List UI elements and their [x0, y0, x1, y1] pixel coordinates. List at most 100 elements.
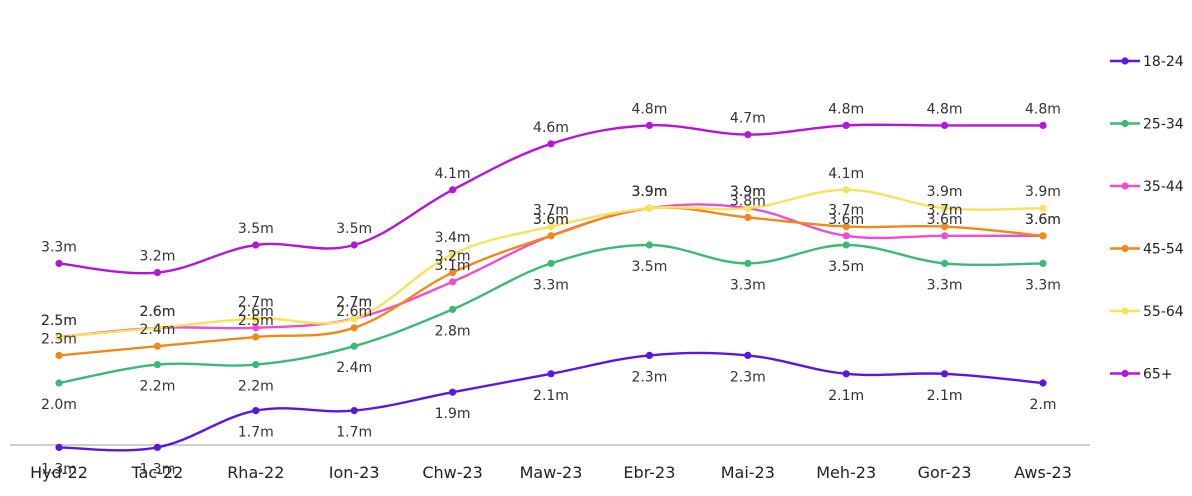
data-label: 2.3m	[631, 369, 667, 385]
data-point	[350, 315, 358, 323]
data-point	[252, 241, 260, 249]
data-point	[842, 232, 850, 240]
data-point	[842, 370, 850, 378]
data-label: 2.6m	[139, 304, 175, 320]
data-label: 4.6m	[533, 120, 569, 136]
data-label: 3.6m	[533, 212, 569, 228]
x-tick-label: Chw-23	[422, 463, 483, 482]
data-point	[1039, 259, 1047, 267]
data-point	[744, 259, 752, 267]
x-tick-label: Hyd-22	[30, 463, 88, 482]
data-label: 3.9m	[927, 184, 963, 200]
data-label: 2.4m	[139, 322, 175, 338]
x-tick-label: Gor-23	[918, 463, 972, 482]
data-point	[941, 204, 949, 212]
legend-label: 18-24	[1143, 54, 1184, 70]
data-label: 2.7m	[238, 295, 274, 311]
data-label: 3.3m	[41, 239, 77, 255]
data-label: 3.6m	[533, 212, 569, 228]
data-label: 2.m	[1030, 397, 1057, 413]
data-point	[252, 324, 260, 332]
data-point	[153, 324, 161, 332]
data-point	[153, 269, 161, 277]
data-point	[547, 259, 555, 267]
data-point	[153, 342, 161, 350]
data-label: 2.1m	[927, 388, 963, 404]
data-label: 3.4m	[435, 230, 471, 246]
data-label: 2.6m	[238, 304, 274, 320]
data-point	[547, 370, 555, 378]
data-label: 2.3m	[730, 369, 766, 385]
data-point	[744, 351, 752, 359]
data-label: 3.2m	[435, 249, 471, 265]
data-point	[153, 443, 161, 451]
data-label: 3.7m	[533, 203, 569, 219]
data-label: 3.9m	[631, 184, 667, 200]
data-label: 1.9m	[435, 406, 471, 422]
data-point	[55, 333, 63, 341]
data-point	[941, 370, 949, 378]
data-label: 3.9m	[730, 184, 766, 200]
data-label: 3.7m	[927, 203, 963, 219]
data-label: 3.3m	[730, 277, 766, 293]
x-tick-label: Rha-22	[227, 463, 284, 482]
data-label: 2.7m	[336, 295, 372, 311]
data-point	[547, 140, 555, 148]
data-label: 3.6m	[1025, 212, 1061, 228]
legend-swatch-marker	[1121, 182, 1129, 190]
data-label: 1.7m	[336, 425, 372, 441]
data-point	[645, 351, 654, 359]
data-label: 3.6m	[927, 212, 963, 228]
data-point	[55, 443, 63, 451]
data-label: 2.6m	[336, 304, 372, 320]
data-label: 2.8m	[435, 323, 471, 339]
series-layer	[55, 121, 1047, 452]
data-label: 3.3m	[533, 277, 569, 293]
data-point	[153, 361, 161, 369]
data-point	[55, 259, 63, 267]
data-point	[1039, 204, 1047, 212]
data-label: 4.8m	[828, 101, 864, 117]
data-label: 3.5m	[631, 259, 667, 275]
data-label: 3.7m	[828, 203, 864, 219]
legend-label: 55-64	[1143, 304, 1184, 320]
data-label: 4.1m	[435, 166, 471, 182]
x-tick-label: Ion-23	[329, 463, 380, 482]
x-tick-label: Ebr-23	[623, 463, 675, 482]
data-point	[744, 204, 752, 212]
data-label: 1.3m	[139, 461, 175, 477]
x-tick-label: Mai-23	[721, 463, 775, 482]
data-point	[744, 131, 752, 139]
legend: 18-24 25-34 35-44 45-54 55-64 65+	[1110, 54, 1184, 383]
legend-item-25-34: 25-34	[1110, 117, 1184, 133]
data-label: 3.9m	[631, 184, 667, 200]
data-label: 4.8m	[927, 101, 963, 117]
legend-label: 25-34	[1143, 117, 1184, 133]
legend-swatch-marker	[1121, 119, 1129, 128]
data-point	[941, 121, 949, 129]
data-point	[252, 361, 260, 369]
data-label: 2.4m	[336, 360, 372, 376]
data-point	[350, 342, 358, 350]
x-tick-label: Maw-23	[520, 463, 583, 482]
legend-swatch-marker	[1121, 244, 1129, 253]
data-point	[645, 121, 654, 129]
data-point	[842, 121, 850, 129]
legend-swatch-marker	[1121, 369, 1129, 378]
data-point	[547, 232, 555, 240]
data-point	[449, 278, 457, 286]
data-label: 3.6m	[828, 212, 864, 228]
data-label: 2.5m	[41, 313, 77, 329]
data-label: 2.1m	[533, 388, 569, 404]
data-point	[744, 213, 752, 221]
data-point	[252, 407, 260, 415]
data-point	[842, 186, 850, 194]
data-label: 2.2m	[139, 379, 175, 395]
data-label: 3.5m	[336, 221, 372, 237]
data-label: 3.3m	[927, 277, 963, 293]
series-18-24	[55, 351, 1047, 452]
data-label: 2.5m	[41, 313, 77, 329]
x-tick-label: Aws-23	[1014, 463, 1072, 482]
legend-label: 35-44	[1143, 179, 1184, 195]
